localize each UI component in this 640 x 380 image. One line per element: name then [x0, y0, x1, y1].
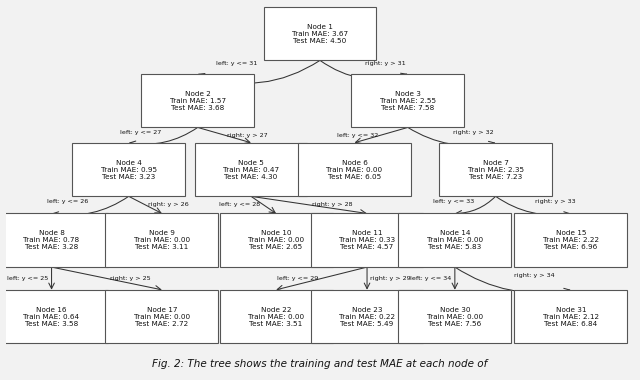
FancyBboxPatch shape — [351, 74, 464, 127]
Text: right: y > 28: right: y > 28 — [312, 203, 353, 207]
FancyBboxPatch shape — [141, 74, 254, 127]
Text: Node 17
Train MAE: 0.00
Test MAE: 2.72: Node 17 Train MAE: 0.00 Test MAE: 2.72 — [134, 307, 190, 327]
Text: Node 23
Train MAE: 0.22
Test MAE: 5.49: Node 23 Train MAE: 0.22 Test MAE: 5.49 — [339, 307, 395, 327]
Text: right: y > 34: right: y > 34 — [514, 273, 554, 278]
FancyBboxPatch shape — [106, 214, 218, 267]
FancyBboxPatch shape — [0, 290, 108, 344]
FancyBboxPatch shape — [72, 143, 185, 196]
FancyBboxPatch shape — [264, 7, 376, 60]
Text: left: y <= 25: left: y <= 25 — [7, 276, 49, 281]
Text: Node 7
Train MAE: 2.35
Test MAE: 7.23: Node 7 Train MAE: 2.35 Test MAE: 7.23 — [468, 160, 524, 179]
FancyBboxPatch shape — [439, 143, 552, 196]
Text: Node 15
Train MAE: 2.22
Test MAE: 6.96: Node 15 Train MAE: 2.22 Test MAE: 6.96 — [543, 230, 599, 250]
FancyBboxPatch shape — [515, 290, 627, 344]
Text: right: y > 31: right: y > 31 — [365, 61, 406, 66]
FancyBboxPatch shape — [0, 214, 108, 267]
FancyBboxPatch shape — [398, 290, 511, 344]
Text: right: y > 27: right: y > 27 — [227, 133, 268, 138]
FancyBboxPatch shape — [106, 290, 218, 344]
FancyBboxPatch shape — [310, 214, 424, 267]
Text: Node 5
Train MAE: 0.47
Test MAE: 4.30: Node 5 Train MAE: 0.47 Test MAE: 4.30 — [223, 160, 279, 179]
Text: left: y <= 28: left: y <= 28 — [220, 203, 260, 207]
Text: Node 16
Train MAE: 0.64
Test MAE: 3.58: Node 16 Train MAE: 0.64 Test MAE: 3.58 — [24, 307, 79, 327]
Text: left: y <= 29: left: y <= 29 — [277, 276, 319, 281]
FancyBboxPatch shape — [220, 290, 333, 344]
Text: left: y <= 31: left: y <= 31 — [216, 61, 257, 66]
Text: Node 11
Train MAE: 0.33
Test MAE: 4.57: Node 11 Train MAE: 0.33 Test MAE: 4.57 — [339, 230, 395, 250]
Text: left: y <= 34: left: y <= 34 — [410, 276, 452, 281]
Text: right: y > 26: right: y > 26 — [148, 203, 189, 207]
Text: Node 6
Train MAE: 0.00
Test MAE: 6.05: Node 6 Train MAE: 0.00 Test MAE: 6.05 — [326, 160, 383, 179]
Text: left: y <= 33: left: y <= 33 — [433, 200, 474, 204]
Text: right: y > 33: right: y > 33 — [534, 200, 575, 204]
Text: left: y <= 26: left: y <= 26 — [47, 200, 89, 204]
Text: Node 1
Train MAE: 3.67
Test MAE: 4.50: Node 1 Train MAE: 3.67 Test MAE: 4.50 — [292, 24, 348, 44]
Text: Node 9
Train MAE: 0.00
Test MAE: 3.11: Node 9 Train MAE: 0.00 Test MAE: 3.11 — [134, 230, 190, 250]
FancyBboxPatch shape — [220, 214, 333, 267]
Text: right: y > 29: right: y > 29 — [370, 276, 411, 281]
FancyBboxPatch shape — [310, 290, 424, 344]
FancyBboxPatch shape — [515, 214, 627, 267]
Text: Node 30
Train MAE: 0.00
Test MAE: 7.56: Node 30 Train MAE: 0.00 Test MAE: 7.56 — [427, 307, 483, 327]
Text: Node 14
Train MAE: 0.00
Test MAE: 5.83: Node 14 Train MAE: 0.00 Test MAE: 5.83 — [427, 230, 483, 250]
Text: Node 31
Train MAE: 2.12
Test MAE: 6.84: Node 31 Train MAE: 2.12 Test MAE: 6.84 — [543, 307, 599, 327]
Text: right: y > 25: right: y > 25 — [110, 276, 150, 281]
FancyBboxPatch shape — [298, 143, 411, 196]
Text: Node 2
Train MAE: 1.57
Test MAE: 3.68: Node 2 Train MAE: 1.57 Test MAE: 3.68 — [170, 90, 226, 111]
Text: Node 3
Train MAE: 2.55
Test MAE: 7.58: Node 3 Train MAE: 2.55 Test MAE: 7.58 — [380, 90, 436, 111]
Text: Node 10
Train MAE: 0.00
Test MAE: 2.65: Node 10 Train MAE: 0.00 Test MAE: 2.65 — [248, 230, 304, 250]
Text: Node 8
Train MAE: 0.78
Test MAE: 3.28: Node 8 Train MAE: 0.78 Test MAE: 3.28 — [24, 230, 79, 250]
Text: Node 22
Train MAE: 0.00
Test MAE: 3.51: Node 22 Train MAE: 0.00 Test MAE: 3.51 — [248, 307, 304, 327]
Text: left: y <= 32: left: y <= 32 — [337, 133, 378, 138]
Text: left: y <= 27: left: y <= 27 — [120, 130, 162, 135]
Text: right: y > 32: right: y > 32 — [453, 130, 494, 135]
FancyBboxPatch shape — [398, 214, 511, 267]
FancyBboxPatch shape — [195, 143, 307, 196]
Text: Fig. 2: The tree shows the training and test MAE at each node of: Fig. 2: The tree shows the training and … — [152, 359, 488, 369]
Text: Node 4
Train MAE: 0.95
Test MAE: 3.23: Node 4 Train MAE: 0.95 Test MAE: 3.23 — [100, 160, 157, 179]
